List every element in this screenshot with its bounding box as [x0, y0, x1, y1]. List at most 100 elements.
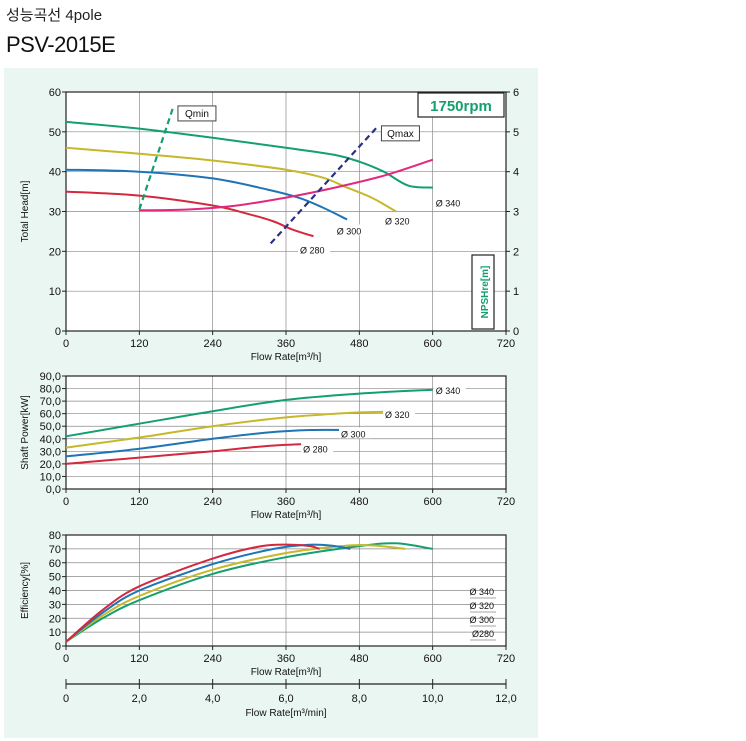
- power-tick-label-y: 30,0: [40, 446, 61, 458]
- head-tick-label-x: 120: [130, 338, 148, 350]
- flow-min-tick-label: 12,0: [495, 693, 516, 705]
- head-series-d300: [65, 168, 348, 221]
- head-tick-label-y: 30: [49, 207, 61, 219]
- head-tick-label-x: 360: [277, 338, 295, 350]
- power-tick-label-y: 10,0: [40, 471, 61, 483]
- head-tick-label-x: 720: [497, 338, 515, 350]
- head-tick-label-y2: 4: [513, 167, 519, 179]
- head-tick-label-y2: 6: [513, 87, 519, 99]
- power-y-axis-label: Shaft Power[kW]: [20, 395, 31, 470]
- head-tick-label-y2: 3: [513, 207, 519, 219]
- power-curve-label-bg: [433, 384, 466, 396]
- efficiency-tick-label-y: 50: [49, 572, 61, 584]
- head-tick-label-y: 50: [49, 127, 61, 139]
- power-curve-label-bg: [339, 427, 371, 439]
- efficiency-x-axis-label: Flow Rate[m³/h]: [251, 667, 322, 678]
- head-limit-qmin-label: Qmin: [185, 109, 209, 120]
- head-curve-label: Ø 300: [337, 226, 362, 236]
- head-curve-label-bg: [433, 196, 466, 208]
- efficiency-series-d340: [65, 542, 433, 643]
- efficiency-legend-label: Ø 340: [469, 587, 494, 597]
- efficiency-tick-label-y: 60: [49, 558, 61, 570]
- efficiency-tick-label-x: 0: [63, 653, 69, 665]
- power-series-d320: [65, 410, 397, 449]
- power-frame: [65, 375, 507, 490]
- head-npsh-box: [471, 254, 495, 330]
- power-tick-label-x: 360: [277, 496, 295, 508]
- flow-min-tick-label: 10,0: [422, 693, 443, 705]
- head-tick-label-y2: 0: [513, 326, 519, 338]
- head-series-d340: [65, 120, 433, 189]
- efficiency-y-axis-label: Efficiency[%]: [20, 562, 31, 619]
- efficiency-tick-label-y: 80: [49, 530, 61, 542]
- power-series-d340: [65, 388, 433, 438]
- power-tick-label-y: 60,0: [40, 409, 61, 421]
- head-curve-label-bg: [334, 224, 367, 236]
- head-tick-label-y: 20: [49, 246, 61, 258]
- head-y-axis-label: Total Head[m]: [20, 180, 31, 242]
- efficiency-tick-label-y: 40: [49, 586, 61, 598]
- efficiency-tick-label-x: 600: [423, 653, 441, 665]
- flow-min-tick-label: 6,0: [278, 693, 293, 705]
- power-tick-label-y: 20,0: [40, 459, 61, 471]
- head-tick-label-x: 480: [350, 338, 368, 350]
- head-speed-box: [417, 92, 505, 118]
- power-tick-label-y: 0,0: [46, 484, 61, 496]
- power-tick-label-y: 40,0: [40, 434, 61, 446]
- head-tick-label-y: 10: [49, 286, 61, 298]
- flow-min-tick-label: 4,0: [205, 693, 220, 705]
- efficiency-series-d280: [65, 543, 320, 643]
- head-curve-label: Ø 340: [436, 199, 461, 209]
- head-npsh-axis-label: NPSHre[m]: [480, 266, 491, 319]
- power-tick-label-y: 50,0: [40, 421, 61, 433]
- efficiency-tick-label-y: 0: [55, 641, 61, 653]
- head-tick-label-y2: 5: [513, 127, 519, 139]
- power-tick-label-x: 240: [203, 496, 221, 508]
- efficiency-tick-label-x: 360: [277, 653, 295, 665]
- efficiency-series-d300: [65, 543, 351, 643]
- power-series-d300: [65, 428, 354, 458]
- head-curve-label-bg: [298, 243, 331, 255]
- head-tick-label-x: 240: [203, 338, 221, 350]
- power-tick-label-x: 120: [130, 496, 148, 508]
- efficiency-tick-label-x: 720: [497, 653, 515, 665]
- efficiency-tick-label-x: 480: [350, 653, 368, 665]
- efficiency-legend-label: Ø280: [472, 629, 494, 639]
- model-name: PSV-2015E: [6, 32, 116, 57]
- efficiency-tick-label-y: 10: [49, 627, 61, 639]
- head-curve-label: Ø 280: [300, 246, 325, 256]
- head-curve-label-bg: [383, 214, 415, 226]
- efficiency-series-d320: [65, 544, 406, 643]
- power-x-axis-label: Flow Rate[m³/h]: [251, 510, 322, 521]
- head-limit-qmin-box: [177, 105, 217, 122]
- power-tick-label-x: 480: [350, 496, 368, 508]
- head-series-d280: [65, 190, 314, 238]
- head-curve-label: Ø 320: [385, 216, 410, 226]
- head-speed-label: 1750rpm: [430, 98, 492, 115]
- head-limit-qmin-line: [138, 107, 174, 210]
- head-tick-label-y: 0: [55, 326, 61, 338]
- efficiency-legend-label: Ø 300: [469, 615, 494, 625]
- efficiency-tick-label-x: 120: [130, 653, 148, 665]
- power-curve-label: Ø 340: [436, 386, 461, 396]
- power-series-d280: [65, 442, 317, 465]
- flow-min-tick-label: 2,0: [132, 693, 147, 705]
- power-tick-label-x: 0: [63, 496, 69, 508]
- power-tick-label-x: 720: [497, 496, 515, 508]
- head-limit-qmax-box: [380, 125, 420, 142]
- head-x-axis-label: Flow Rate[m³/h]: [251, 352, 322, 363]
- head-limit-qmax-label: Qmax: [387, 129, 414, 140]
- head-tick-label-y2: 1: [513, 286, 519, 298]
- head-tick-label-y: 40: [49, 167, 61, 179]
- head-npsh-curve: [139, 158, 434, 212]
- power-tick-label-x: 600: [423, 496, 441, 508]
- power-curve-label-bg: [301, 442, 334, 454]
- flow-min-axis-label: Flow Rate[m³/min]: [245, 708, 326, 719]
- head-tick-label-x: 600: [423, 338, 441, 350]
- efficiency-tick-label-x: 240: [203, 653, 221, 665]
- head-tick-label-y: 60: [49, 87, 61, 99]
- efficiency-tick-label-y: 30: [49, 599, 61, 611]
- power-tick-label-y: 70,0: [40, 396, 61, 408]
- power-tick-label-y: 80,0: [40, 384, 61, 396]
